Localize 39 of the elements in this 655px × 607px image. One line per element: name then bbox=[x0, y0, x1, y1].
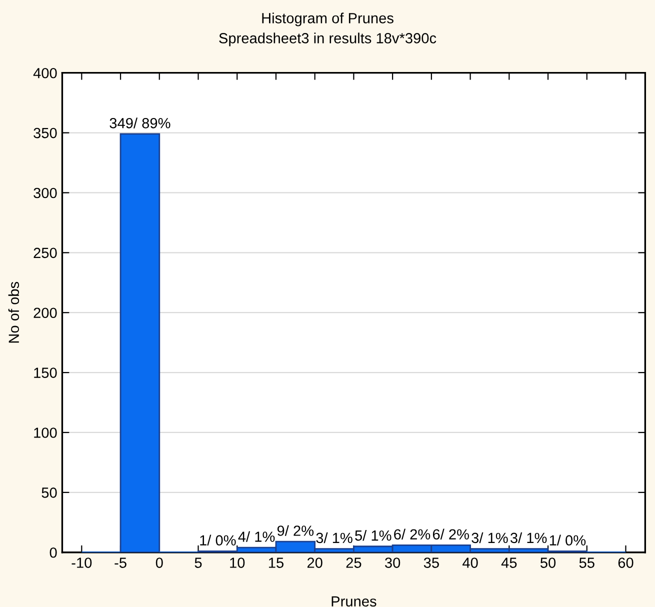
data-label: 3/ 1% bbox=[510, 532, 547, 544]
x-tick-label: 50 bbox=[540, 558, 556, 568]
y-tick-label: 400 bbox=[33, 68, 57, 78]
y-tick-label: 100 bbox=[34, 428, 57, 438]
x-tick-label: 55 bbox=[579, 558, 594, 568]
x-tick-label: 20 bbox=[307, 558, 322, 568]
x-tick-label: 5 bbox=[194, 558, 202, 568]
chart-subtitle: Spreadsheet3 in results 18v*390c bbox=[219, 32, 436, 46]
data-label: 4/ 1% bbox=[238, 531, 275, 542]
y-tick-label: 250 bbox=[34, 248, 57, 258]
y-axis-title: No of obs bbox=[8, 282, 20, 343]
y-tick-label: 0 bbox=[50, 547, 57, 558]
data-label: 349/ 89% bbox=[110, 118, 170, 128]
x-tick-label: 30 bbox=[385, 558, 400, 568]
x-tick-label: 40 bbox=[462, 558, 478, 568]
x-tick-label: -5 bbox=[114, 558, 126, 568]
x-axis-title: Prunes bbox=[332, 596, 376, 607]
data-label: 1/ 0% bbox=[200, 534, 236, 546]
x-tick-label: 25 bbox=[346, 558, 362, 568]
x-tick-label: 10 bbox=[230, 558, 245, 568]
x-tick-label: 60 bbox=[618, 558, 634, 568]
y-tick-label: 300 bbox=[34, 188, 57, 198]
y-tick-label: 50 bbox=[42, 488, 57, 498]
data-label: 3/ 1% bbox=[472, 532, 508, 544]
y-tick-label: 200 bbox=[34, 308, 57, 318]
x-tick-label: 0 bbox=[156, 558, 163, 568]
data-label: 5/ 1% bbox=[355, 530, 392, 541]
x-tick-label: 15 bbox=[268, 558, 284, 568]
x-tick-label: 45 bbox=[501, 558, 517, 568]
data-label: 1/ 0% bbox=[550, 534, 586, 546]
data-label: 6/ 2% bbox=[432, 528, 469, 540]
chart-title: Histogram of Prunes bbox=[262, 12, 394, 26]
data-label: 3/ 1% bbox=[316, 532, 352, 544]
x-tick-label: -10 bbox=[72, 558, 92, 568]
data-label: 9/ 2% bbox=[277, 525, 314, 536]
y-tick-label: 350 bbox=[34, 128, 57, 138]
x-tick-label: 35 bbox=[424, 558, 439, 568]
y-tick-label: 150 bbox=[34, 368, 57, 378]
data-label: 6/ 2% bbox=[394, 528, 430, 540]
